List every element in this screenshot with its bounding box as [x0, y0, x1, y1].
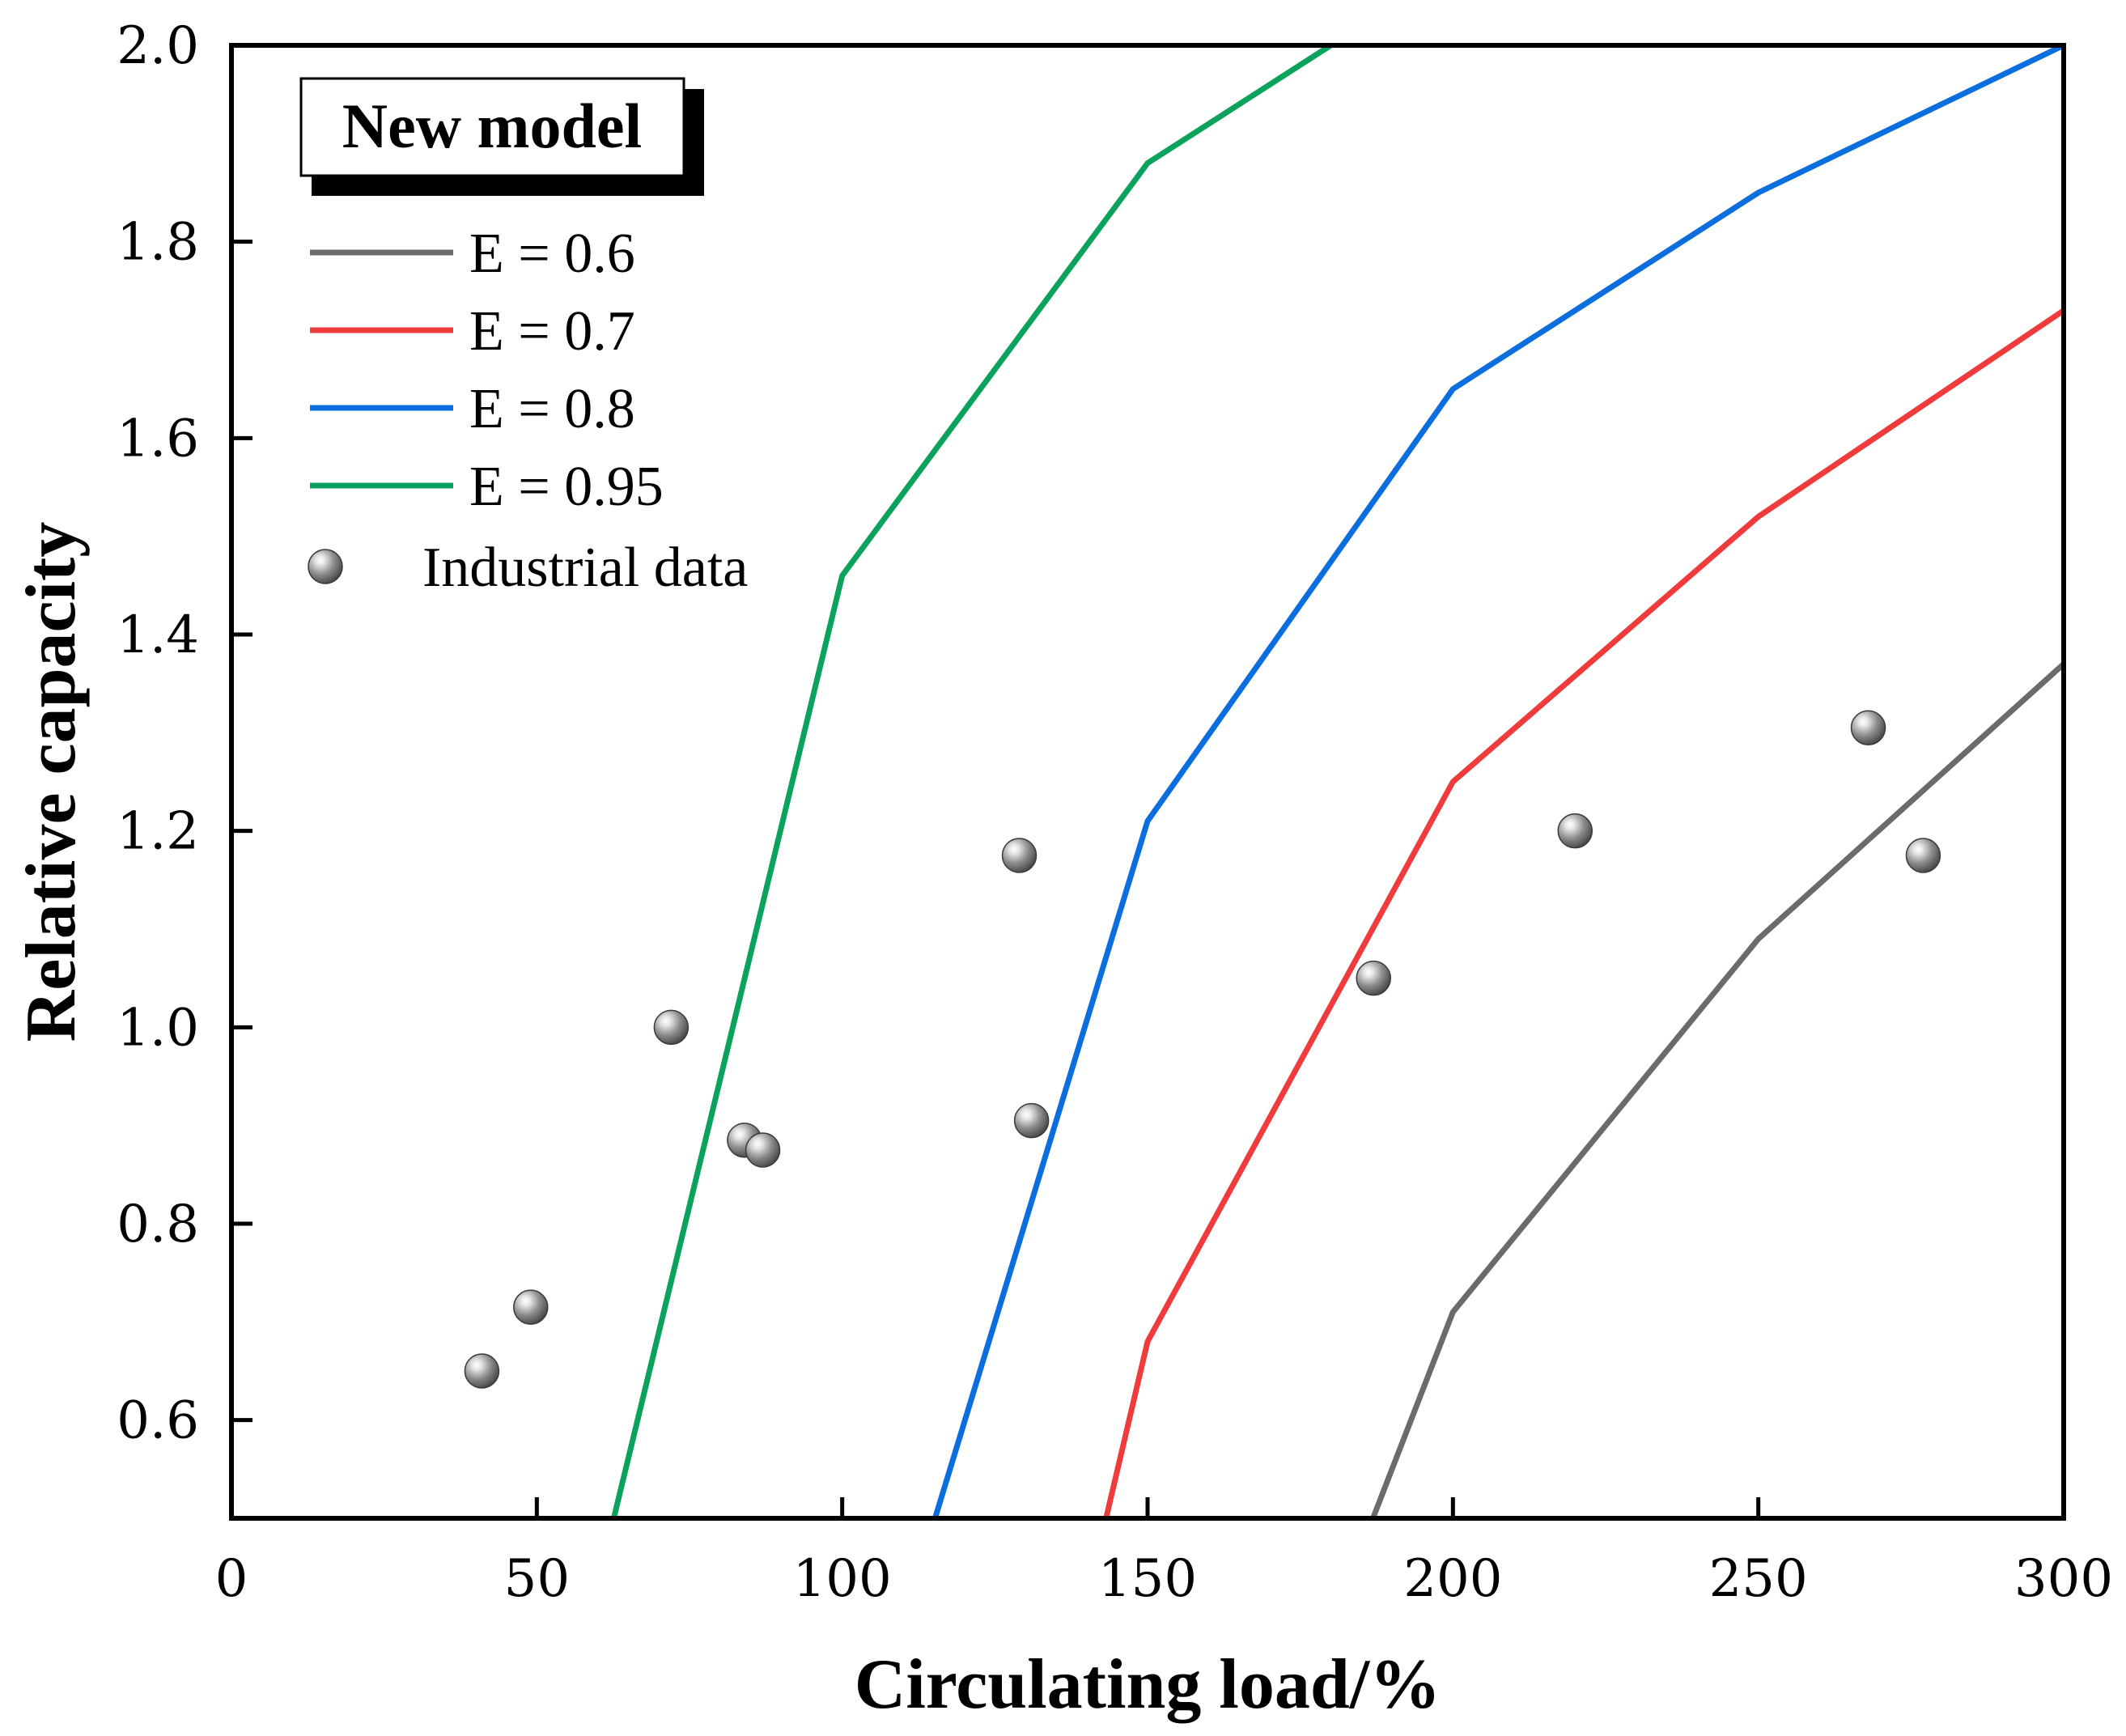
legend-title: New model — [342, 91, 642, 161]
y-axis: 0.6 0.8 1.0 1.2 1.4 1.6 1.8 2.0 — [117, 16, 252, 1451]
industrial-data-point — [653, 1009, 690, 1046]
y-tick-label: 1.0 — [117, 998, 199, 1058]
y-tick-label: 1.2 — [117, 802, 199, 862]
legend-label: E = 0.95 — [469, 456, 664, 518]
industrial-data-point — [745, 1132, 781, 1168]
y-tick-label: 0.6 — [117, 1391, 199, 1451]
x-axis: 0 50 100 150 200 250 300 — [215, 1497, 2113, 1609]
industrial-data-point — [1557, 813, 1593, 849]
industrial-data-point — [1356, 960, 1391, 996]
legend-title-box — [299, 77, 685, 177]
legend-label: E = 0.7 — [469, 300, 635, 363]
y-tick-label: 1.8 — [117, 213, 199, 273]
industrial-data-point — [1905, 838, 1941, 873]
series-line-0-6 — [1370, 661, 2066, 1520]
plot-area — [464, 42, 2066, 1520]
industrial-data-point — [1001, 838, 1038, 873]
x-tick-label: 100 — [793, 1549, 892, 1609]
legend-entries: E = 0.6 E = 0.7 E = 0.8 E = 0.95 Industrial … — [308, 223, 748, 599]
x-tick-label: 150 — [1098, 1549, 1197, 1609]
industrial-data-point — [513, 1289, 549, 1325]
y-tick-label: 0.8 — [117, 1195, 199, 1254]
y-axis-title: Relative capacity — [12, 522, 91, 1042]
industrial-data-point — [1013, 1102, 1050, 1139]
industrial-data-point — [464, 1353, 500, 1389]
legend-label: Industrial data — [422, 537, 748, 599]
legend: New model E = 0.6 E = 0.7 E = 0.8 E = 0.95 I… — [299, 77, 748, 599]
y-tick-label: 1.4 — [117, 605, 199, 665]
x-tick-label: 300 — [2014, 1549, 2113, 1609]
industrial-data-point — [1850, 710, 1886, 746]
legend-label: E = 0.6 — [469, 223, 635, 285]
x-tick-label: 250 — [1709, 1549, 1808, 1609]
y-tick-label: 1.6 — [117, 409, 199, 469]
series-line-0-95 — [610, 43, 1333, 1519]
series-line-0-7 — [1103, 308, 2065, 1519]
legend-marker — [308, 549, 343, 584]
x-tick-label: 50 — [504, 1549, 570, 1609]
x-tick-label: 200 — [1403, 1549, 1502, 1609]
y-tick-label: 2.0 — [117, 16, 199, 76]
x-tick-label: 0 — [215, 1549, 248, 1609]
legend-label: E = 0.8 — [469, 378, 635, 440]
series-line-0-8 — [932, 42, 2065, 1520]
x-axis-title: Circulating load/% — [855, 1645, 1441, 1724]
